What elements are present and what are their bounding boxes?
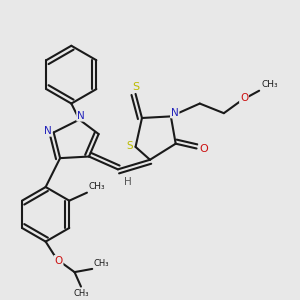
Text: O: O <box>240 93 248 103</box>
Text: CH₃: CH₃ <box>262 80 278 89</box>
Text: H: H <box>124 177 132 188</box>
Text: N: N <box>171 107 178 118</box>
Text: O: O <box>54 256 63 266</box>
Text: CH₃: CH₃ <box>73 289 89 298</box>
Text: N: N <box>44 126 52 136</box>
Text: S: S <box>127 141 133 151</box>
Text: N: N <box>77 111 85 121</box>
Text: CH₃: CH₃ <box>94 259 109 268</box>
Text: O: O <box>199 143 208 154</box>
Text: S: S <box>132 82 139 92</box>
Text: CH₃: CH₃ <box>88 182 105 191</box>
